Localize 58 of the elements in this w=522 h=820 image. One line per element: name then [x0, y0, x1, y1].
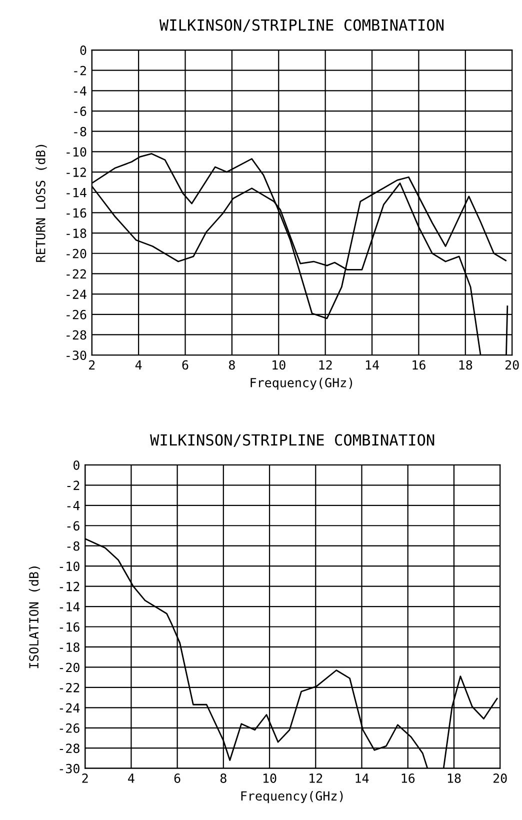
y-axis-title: ISOLATION (dB)	[28, 566, 40, 668]
x-tick-label: 4	[128, 774, 134, 783]
x-tick-label: 2	[89, 360, 95, 370]
y-tick-label: -6	[67, 521, 80, 531]
x-tick-label: 14	[366, 360, 379, 370]
y-tick-label: -30	[66, 350, 86, 360]
y-tick-label: -8	[67, 541, 80, 551]
y-tick-label: -10	[66, 147, 86, 157]
x-axis-title: Frequency(GHz)	[250, 378, 352, 390]
y-tick-label: -22	[66, 269, 86, 278]
x-tick-label: 10	[264, 773, 276, 783]
y-tick-label: -28	[66, 330, 86, 340]
y-tick-label: -14	[60, 602, 80, 612]
x-tick-label: 14	[356, 774, 369, 783]
x-tick-label: 2	[82, 773, 88, 783]
chart-title: WILKINSON/STRIPLINE COMBINATION	[159, 19, 444, 32]
y-tick-label: -30	[60, 764, 80, 774]
x-tick-label: 4	[135, 360, 142, 370]
y-tick-label: -14	[66, 188, 86, 198]
x-tick-label: 6	[182, 360, 188, 370]
chart-title: WILKINSON/STRIPLINE COMBINATION	[150, 434, 434, 447]
y-tick-label: -26	[66, 310, 86, 320]
x-tick-label: 12	[310, 773, 322, 783]
x-tick-label: 18	[448, 773, 461, 783]
x-tick-label: 16	[402, 773, 415, 783]
y-tick-label: -20	[66, 248, 86, 258]
x-tick-label: 12	[319, 360, 332, 370]
y-tick-label: -12	[66, 168, 86, 177]
y-tick-label: -22	[60, 682, 80, 692]
y-tick-label: -26	[60, 723, 80, 733]
y-tick-label: -16	[60, 622, 80, 632]
y-tick-label: -12	[60, 582, 80, 592]
y-tick-label: -4	[74, 86, 86, 96]
y-tick-label: -6	[74, 106, 86, 116]
y-tick-label: 0	[80, 46, 86, 55]
y-tick-label: -4	[67, 501, 80, 510]
y-tick-label: -18	[60, 642, 80, 652]
x-tick-label: 18	[459, 360, 472, 370]
y-tick-label: -2	[67, 480, 80, 490]
y-tick-label: -2	[74, 66, 86, 76]
y-tick-label: -16	[66, 208, 86, 218]
y-tick-label: -28	[60, 744, 80, 754]
x-tick-label: 6	[174, 773, 180, 783]
y-tick-label: -18	[66, 228, 86, 238]
x-tick-label: 10	[272, 360, 286, 370]
y-tick-label: -24	[66, 290, 86, 299]
x-tick-label: 8	[228, 360, 235, 370]
x-tick-label: 20	[505, 360, 519, 370]
y-tick-label: -20	[60, 662, 80, 672]
y-tick-label: 0	[74, 460, 80, 470]
x-tick-label: 16	[412, 360, 426, 370]
y-axis-title: RETURN LOSS (dB)	[36, 144, 47, 262]
y-tick-label: -8	[74, 126, 86, 136]
y-tick-label: -10	[60, 562, 80, 572]
x-tick-label: 20	[493, 773, 507, 783]
y-tick-label: -24	[60, 703, 80, 712]
x-tick-label: 8	[220, 773, 226, 783]
x-axis-title: Frequency(GHz)	[241, 790, 343, 804]
